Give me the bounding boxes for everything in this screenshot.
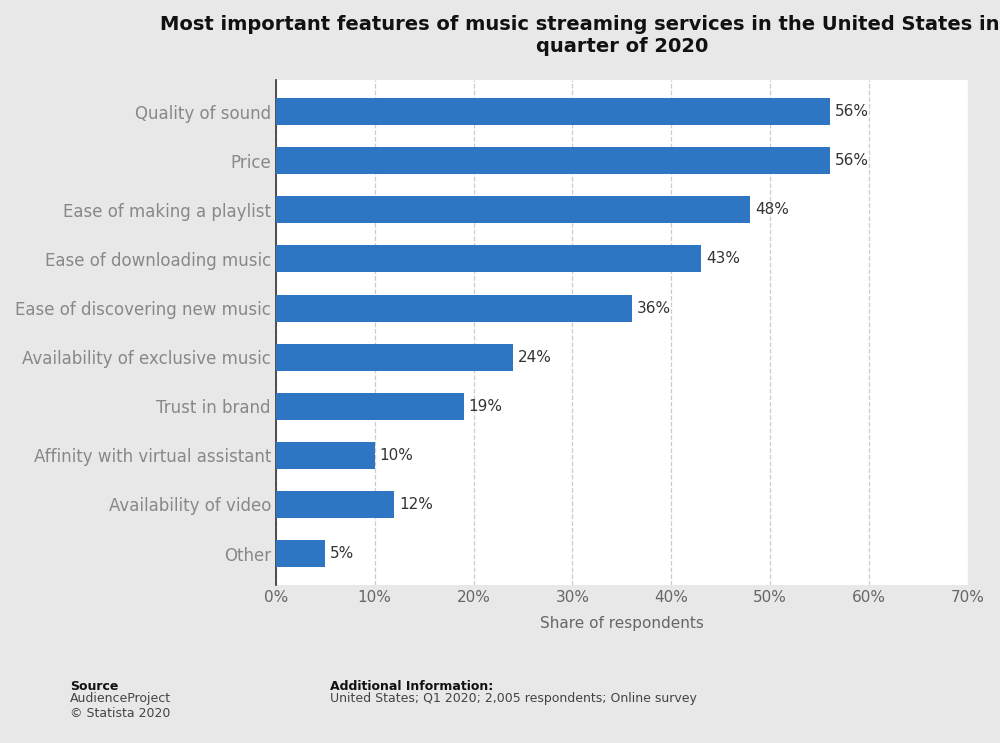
Bar (276, 294, 632, 322)
Text: 19%: 19% (469, 399, 503, 414)
Bar (276, 147, 830, 175)
Bar (276, 196, 750, 224)
Bar (276, 491, 394, 518)
Text: 56%: 56% (835, 104, 869, 119)
Text: 36%: 36% (637, 301, 671, 316)
Bar (276, 393, 464, 420)
Bar (276, 442, 375, 469)
Text: 48%: 48% (755, 202, 789, 218)
Text: 12%: 12% (399, 497, 433, 512)
Text: 24%: 24% (518, 350, 552, 365)
Text: Source: Source (70, 680, 118, 692)
X-axis label: Share of respondents: Share of respondents (540, 617, 704, 632)
Text: 5%: 5% (330, 546, 354, 561)
Bar (276, 344, 513, 371)
Text: 10%: 10% (380, 448, 413, 463)
Bar (276, 98, 830, 125)
Text: Additional Information:: Additional Information: (330, 680, 493, 692)
Text: 43%: 43% (706, 251, 740, 267)
Bar (276, 245, 701, 273)
Text: AudienceProject
© Statista 2020: AudienceProject © Statista 2020 (70, 692, 171, 721)
Title: Most important features of music streaming services in the United States in the : Most important features of music streami… (160, 15, 1000, 56)
Text: United States; Q1 2020; 2,005 respondents; Online survey: United States; Q1 2020; 2,005 respondent… (330, 692, 697, 705)
Bar (276, 540, 325, 567)
Text: 56%: 56% (835, 153, 869, 168)
